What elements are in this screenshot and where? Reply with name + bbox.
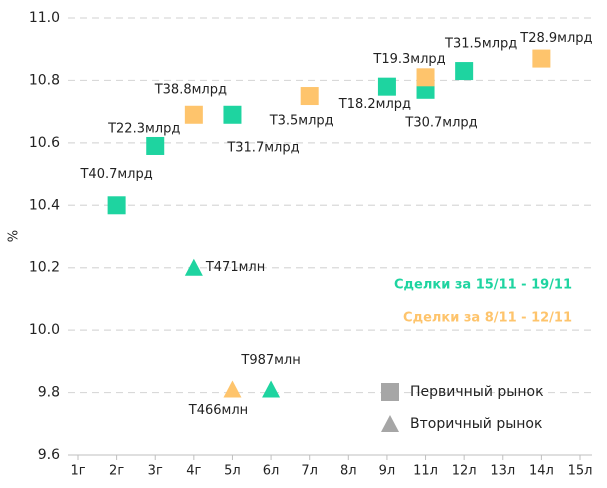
- data-label: Т471млн: [205, 260, 265, 275]
- point: [262, 380, 281, 398]
- x-tick-label: 4г: [186, 464, 201, 479]
- data-label: Т40.7млрд: [79, 167, 152, 182]
- x-tick-label: 5л: [224, 464, 241, 479]
- x-tick-label: 15л: [568, 464, 593, 479]
- point: [146, 136, 165, 155]
- y-tick-label: 10.2: [29, 260, 60, 276]
- y-tick-label: 10.4: [29, 197, 60, 213]
- data-label: Т3.5млрд: [269, 114, 334, 129]
- y-tick-label: 11.0: [29, 10, 60, 26]
- legend-period: Сделки за 15/11 - 19/11: [394, 278, 572, 293]
- data-label: Т22.3млрд: [107, 121, 180, 136]
- y-tick-label: 10.8: [29, 72, 60, 88]
- data-label: Т38.8млрд: [154, 82, 227, 97]
- point: [184, 105, 203, 124]
- point: [223, 105, 242, 124]
- legend-marker: [381, 415, 399, 432]
- x-tick-label: 3г: [148, 464, 163, 479]
- x-tick-label: 2г: [109, 464, 124, 479]
- y-tick-label: 10.6: [29, 135, 60, 151]
- legend-market: Вторичный рынок: [410, 416, 542, 432]
- data-label: Т19.3млрд: [372, 52, 445, 67]
- x-tick-label: 8л: [340, 464, 357, 479]
- x-tick-label: 13л: [490, 464, 515, 479]
- point: [455, 62, 474, 81]
- data-label: Т987млн: [240, 353, 300, 368]
- legend-market: Первичный рынок: [410, 384, 544, 400]
- legend-period: Сделки за 8/11 - 12/11: [403, 311, 572, 326]
- data-label: Т28.9млрд: [519, 31, 592, 46]
- x-tick-label: 11л: [413, 464, 438, 479]
- x-tick-label: 9л: [379, 464, 396, 479]
- data-label: Т18.2млрд: [338, 97, 411, 112]
- point: [107, 196, 126, 215]
- point: [416, 68, 435, 87]
- data-label: Т31.7млрд: [226, 140, 299, 155]
- point: [300, 87, 319, 106]
- y-tick-label: 9.6: [38, 447, 60, 463]
- x-tick-label: 6л: [263, 464, 280, 479]
- point: [532, 49, 551, 68]
- data-label: Т466млн: [188, 403, 248, 418]
- data-label: Т30.7млрд: [404, 115, 477, 130]
- x-tick-label: 7л: [301, 464, 318, 479]
- y-tick-label: 10.0: [29, 322, 60, 338]
- x-tick-label: 14л: [529, 464, 554, 479]
- y-tick-label: 9.8: [38, 385, 60, 401]
- y-axis-label: %: [7, 230, 22, 242]
- legend-marker: [381, 383, 399, 401]
- point: [223, 380, 242, 398]
- x-tick-label: 12л: [452, 464, 477, 479]
- data-label: Т31.5млрд: [444, 37, 517, 52]
- point: [377, 77, 396, 96]
- point: [184, 258, 203, 276]
- x-tick-label: 1г: [70, 464, 85, 479]
